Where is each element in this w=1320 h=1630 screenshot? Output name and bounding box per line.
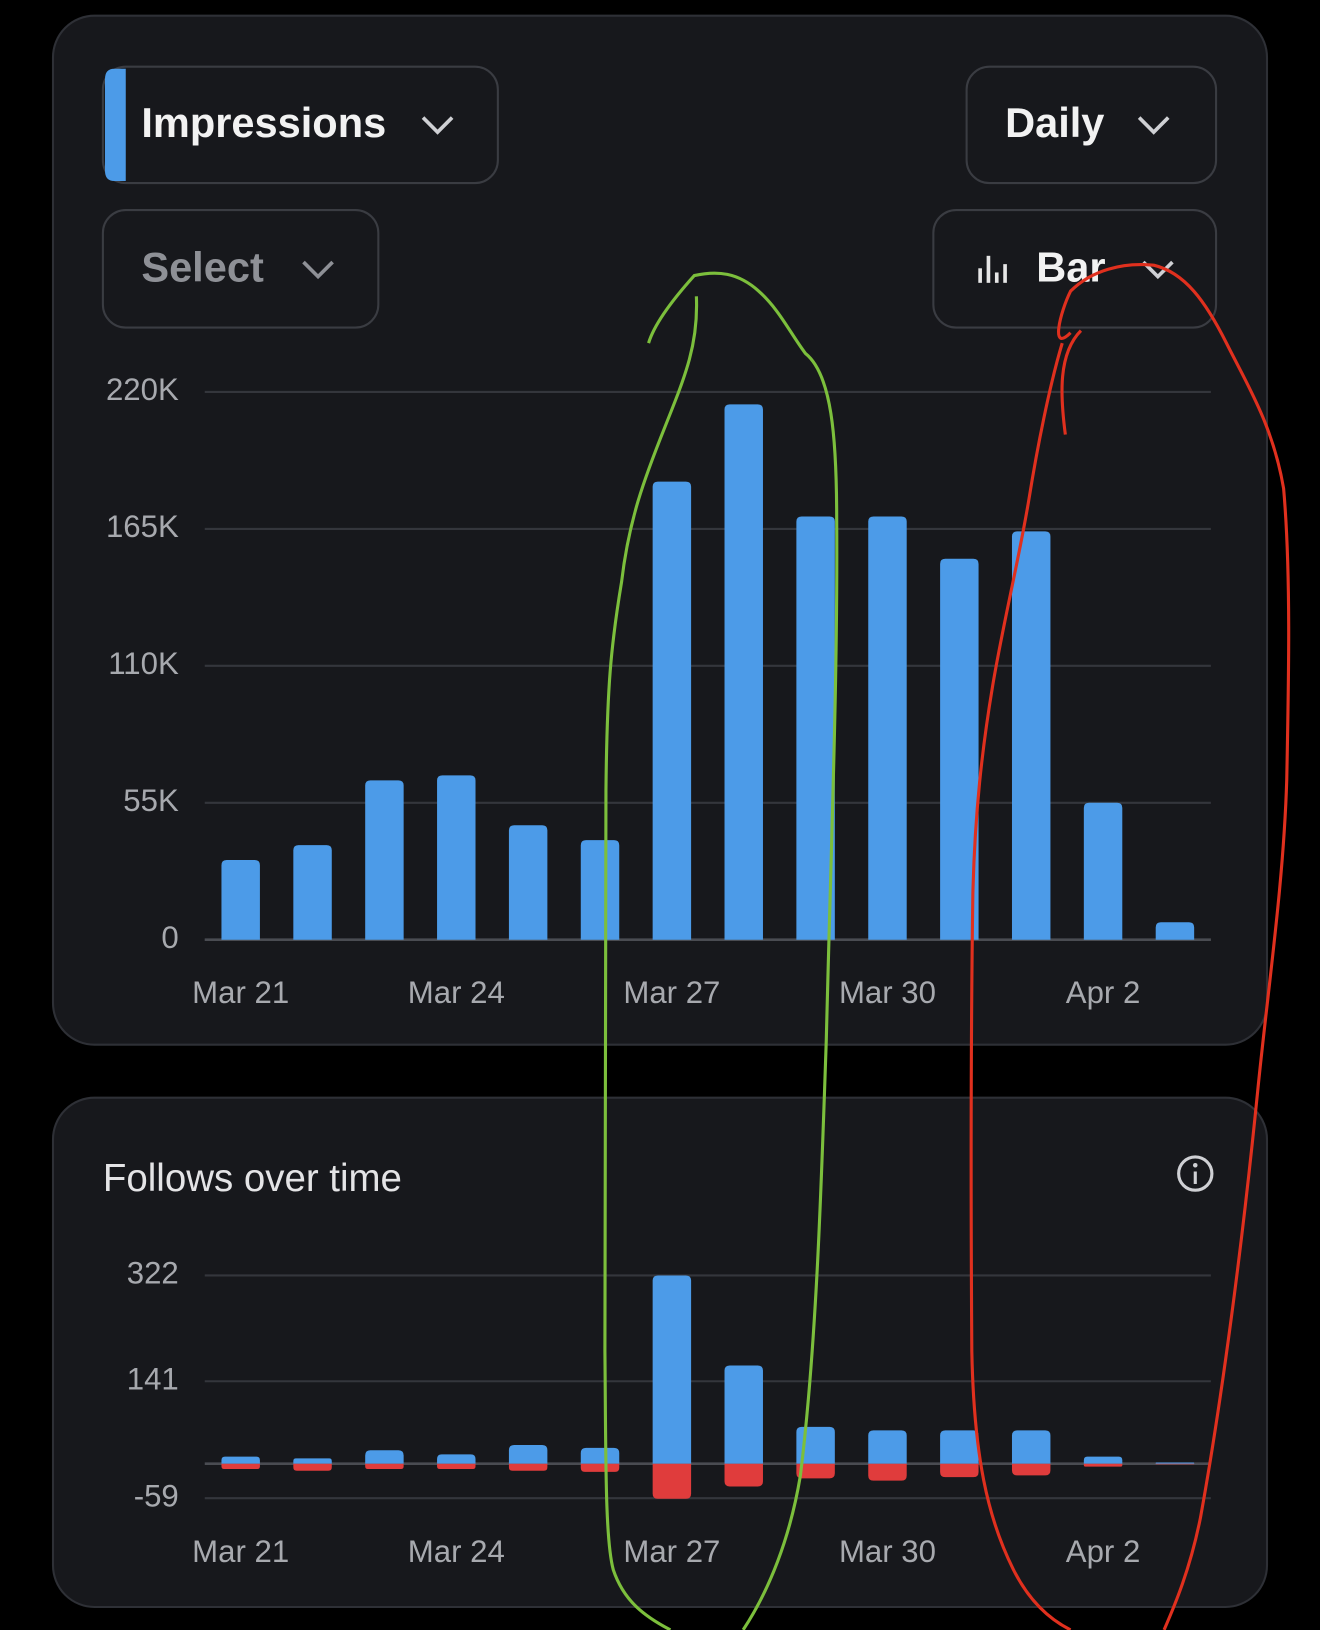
bar-segment <box>365 1450 404 1464</box>
x-tick-label: Mar 30 <box>839 975 936 1010</box>
bar-segment <box>1155 1463 1195 1465</box>
bar <box>796 516 835 940</box>
bar <box>940 558 979 940</box>
bar <box>1083 802 1123 940</box>
bar-segment <box>652 1275 692 1464</box>
y-tick-label: 55K <box>123 783 179 818</box>
bar-segment <box>437 1454 476 1464</box>
bar-segment <box>868 1430 907 1464</box>
bar <box>652 481 692 940</box>
x-tick-label: Mar 21 <box>192 1534 289 1569</box>
chevron <box>421 116 454 135</box>
bar-icon <box>978 255 1007 283</box>
y-tick-label: 220K <box>106 372 179 407</box>
x-tick-label: Mar 30 <box>839 1534 936 1569</box>
bar <box>221 860 260 940</box>
hand-drawn-annotation <box>602 271 839 1630</box>
bar-segment <box>940 1463 979 1478</box>
bar-segment <box>437 1463 476 1469</box>
chevron <box>1137 116 1170 135</box>
compare-dropdown[interactable]: Select <box>101 209 380 329</box>
bar <box>868 516 907 940</box>
bar-segment <box>940 1430 979 1464</box>
x-tick-label: Mar 21 <box>192 975 289 1010</box>
dropdown-box[interactable] <box>932 209 1218 329</box>
dropdown-label: Impressions <box>141 99 386 146</box>
dropdown-box[interactable] <box>101 65 499 185</box>
interval-dropdown[interactable]: Daily <box>965 65 1218 185</box>
y-tick-label: 110K <box>108 646 179 681</box>
hand-drawn-annotation <box>969 263 1291 1630</box>
dropdown-box[interactable] <box>965 65 1218 185</box>
bar-segment <box>1011 1463 1051 1476</box>
x-tick-label: Mar 24 <box>408 1534 505 1569</box>
bar <box>1155 922 1195 940</box>
y-tick-label: -59 <box>134 1478 179 1513</box>
bar-segment <box>365 1463 404 1469</box>
bar-segment <box>868 1463 907 1481</box>
bar <box>293 845 332 940</box>
dropdown-box[interactable] <box>101 209 380 329</box>
bar-segment <box>724 1365 763 1464</box>
bar-segment <box>508 1463 548 1471</box>
bar-segment <box>1083 1463 1123 1467</box>
bar-segment <box>1083 1456 1123 1464</box>
bar <box>1011 531 1051 940</box>
y-tick-label: 165K <box>106 509 179 544</box>
bar <box>508 825 548 940</box>
bar <box>724 404 763 940</box>
bar-segment <box>580 1447 620 1464</box>
y-tick-label: 141 <box>127 1361 179 1396</box>
dropdown-label: Select <box>141 243 264 290</box>
bar <box>580 840 620 940</box>
metric-dropdown[interactable]: Impressions <box>101 65 499 185</box>
bar-segment <box>652 1463 692 1499</box>
bar-segment <box>508 1444 548 1464</box>
bar-segment <box>221 1463 260 1469</box>
chart-title: Follows over time <box>103 1157 402 1200</box>
y-tick-label: 0 <box>161 920 178 955</box>
x-tick-label: Mar 27 <box>623 975 720 1010</box>
x-tick-label: Mar 24 <box>408 975 505 1010</box>
y-tick-label: 322 <box>127 1256 179 1291</box>
bar-segment <box>580 1463 620 1472</box>
bar-segment <box>1011 1430 1051 1464</box>
bar-segment <box>724 1463 763 1487</box>
dropdown-label: Daily <box>1005 99 1104 146</box>
x-tick-label: Mar 27 <box>623 1534 720 1569</box>
info-icon[interactable] <box>1177 1155 1214 1192</box>
chevron <box>1142 260 1174 280</box>
x-tick-label: Apr 2 <box>1066 975 1141 1010</box>
chevron <box>302 260 334 280</box>
bar-segment <box>293 1458 332 1464</box>
bar-segment <box>796 1463 835 1479</box>
dropdown-label: Bar <box>1036 243 1105 290</box>
metric-color-strip <box>104 68 126 181</box>
x-tick-label: Apr 2 <box>1066 1534 1141 1569</box>
chart-style-dropdown[interactable]: Bar <box>932 209 1218 329</box>
plots: 0 55K 110K 165K 220K Mar 21 Mar 24 Mar 27 Mar 30… <box>106 372 1211 1569</box>
bar-segment <box>1155 1462 1195 1464</box>
bar-segment <box>221 1456 260 1464</box>
bar <box>365 780 404 940</box>
bar-segment <box>293 1463 332 1471</box>
bar <box>437 775 476 940</box>
